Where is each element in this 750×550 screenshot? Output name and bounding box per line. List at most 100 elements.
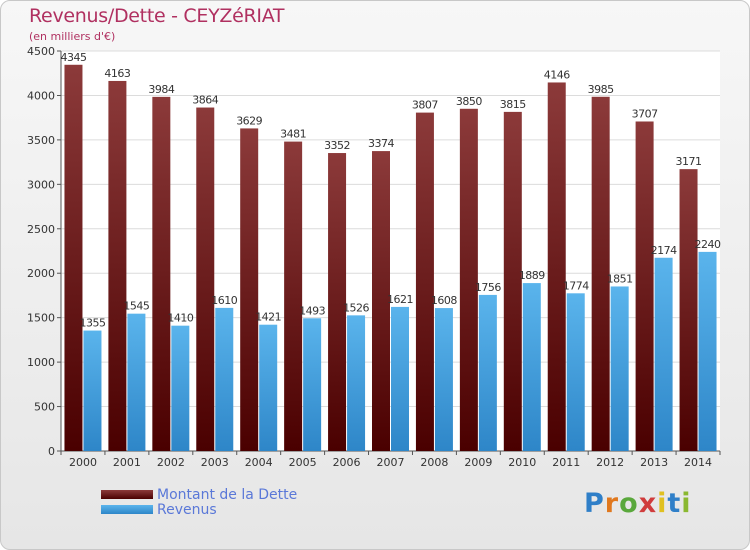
- data-label-dette: 3171: [676, 155, 702, 168]
- bar-dette: [415, 112, 434, 451]
- x-tick-label: 2008: [420, 456, 448, 469]
- x-tick-label: 2000: [69, 456, 97, 469]
- y-tick-label: 0: [48, 445, 55, 458]
- data-label-dette: 3815: [500, 98, 526, 111]
- logo-letter: i: [681, 488, 692, 519]
- logo-letter: r: [604, 488, 620, 519]
- data-label-dette: 3707: [632, 107, 658, 120]
- bar-revenus: [215, 307, 234, 451]
- bar-dette: [64, 64, 83, 452]
- bar-revenus: [522, 283, 541, 451]
- bar-dette: [328, 153, 347, 452]
- bar-revenus: [566, 293, 585, 451]
- bar-dette: [635, 121, 654, 451]
- bar-dette: [284, 141, 303, 452]
- data-label-revenus: 1610: [211, 294, 237, 307]
- data-label-revenus: 1608: [431, 294, 457, 307]
- y-tick-label: 4500: [27, 45, 55, 58]
- bar-revenus: [347, 315, 366, 451]
- bar-revenus: [434, 308, 453, 451]
- logo-letter: x: [638, 488, 658, 519]
- chart-subtitle: (en milliers d'€): [29, 30, 116, 43]
- chart-title: Revenus/Dette - CEYZéRIAT: [29, 5, 285, 27]
- legend-label-dette: Montant de la Dette: [157, 486, 298, 503]
- x-tick-label: 2006: [333, 456, 361, 469]
- logo-letter: i: [657, 488, 668, 519]
- x-tick-label: 2010: [508, 456, 536, 469]
- data-label-dette: 3629: [236, 114, 262, 127]
- data-label-dette: 3481: [280, 128, 306, 141]
- data-label-revenus: 1889: [519, 269, 545, 282]
- data-label-dette: 3807: [412, 99, 438, 112]
- bar-dette: [503, 111, 522, 451]
- bar-revenus: [259, 324, 278, 451]
- bar-revenus: [654, 257, 673, 451]
- data-label-dette: 3352: [324, 139, 350, 152]
- legend-label-revenus: Revenus: [157, 501, 217, 518]
- data-label-dette: 4146: [544, 68, 570, 81]
- data-label-revenus: 1621: [387, 293, 413, 306]
- x-tick-label: 2007: [377, 456, 405, 469]
- x-tick-label: 2004: [245, 456, 273, 469]
- data-label-revenus: 1526: [343, 301, 369, 314]
- legend: Montant de la Dette Revenus: [101, 486, 298, 518]
- bar-dette: [152, 96, 171, 451]
- legend-swatch-revenus: [101, 505, 153, 514]
- y-tick-label: 3500: [27, 134, 55, 147]
- y-tick-label: 2500: [27, 223, 55, 236]
- data-label-dette: 4163: [104, 67, 130, 80]
- x-tick-label: 2014: [684, 456, 712, 469]
- bar-dette: [108, 80, 127, 451]
- bar-revenus: [127, 313, 146, 451]
- legend-item-dette: Montant de la Dette: [101, 486, 298, 503]
- x-tick-label: 2012: [596, 456, 624, 469]
- x-tick-label: 2009: [464, 456, 492, 469]
- data-label-revenus: 2174: [651, 244, 677, 257]
- data-label-revenus: 1355: [79, 317, 105, 330]
- y-tick-label: 3000: [27, 178, 55, 191]
- bar-dette: [459, 108, 478, 452]
- bar-dette: [679, 169, 698, 451]
- data-label-dette: 3864: [192, 94, 218, 107]
- data-label-dette: 4345: [60, 51, 86, 64]
- data-label-revenus: 1421: [255, 311, 281, 324]
- data-label-revenus: 1851: [607, 272, 633, 285]
- x-tick-label: 2003: [201, 456, 229, 469]
- data-label-revenus: 1410: [167, 312, 193, 325]
- bar-revenus: [391, 306, 409, 451]
- x-tick-label: 2013: [640, 456, 668, 469]
- logo-letter: t: [667, 488, 682, 519]
- data-label-revenus: 2240: [695, 238, 721, 251]
- y-tick-label: 500: [34, 401, 55, 414]
- x-tick-label: 2002: [157, 456, 185, 469]
- data-label-dette: 3374: [368, 137, 394, 150]
- bar-revenus: [478, 294, 497, 451]
- data-label-dette: 3984: [148, 83, 174, 96]
- bar-revenus: [698, 251, 717, 451]
- data-label-revenus: 1774: [563, 279, 589, 292]
- bar-dette: [547, 82, 566, 451]
- proxiti-logo: Proxiti: [584, 488, 692, 519]
- legend-swatch-dette: [101, 490, 153, 499]
- data-label-dette: 3850: [456, 95, 482, 108]
- x-tick-label: 2005: [289, 456, 317, 469]
- bar-revenus: [610, 286, 629, 451]
- y-tick-label: 1000: [27, 356, 55, 369]
- data-label-revenus: 1493: [299, 304, 325, 317]
- legend-item-revenus: Revenus: [101, 501, 297, 518]
- bar-revenus: [303, 318, 322, 451]
- data-label-dette: 3985: [588, 83, 614, 96]
- data-label-revenus: 1545: [123, 300, 149, 313]
- logo-letter: o: [619, 488, 639, 519]
- bar-revenus: [83, 330, 102, 451]
- bar-revenus: [171, 325, 190, 451]
- plot-area: [61, 51, 720, 451]
- bar-dette: [372, 151, 390, 452]
- bar-dette: [240, 128, 259, 451]
- y-tick-label: 2000: [27, 267, 55, 280]
- bar-dette: [591, 96, 610, 452]
- y-tick-label: 1500: [27, 312, 55, 325]
- x-tick-label: 2011: [552, 456, 580, 469]
